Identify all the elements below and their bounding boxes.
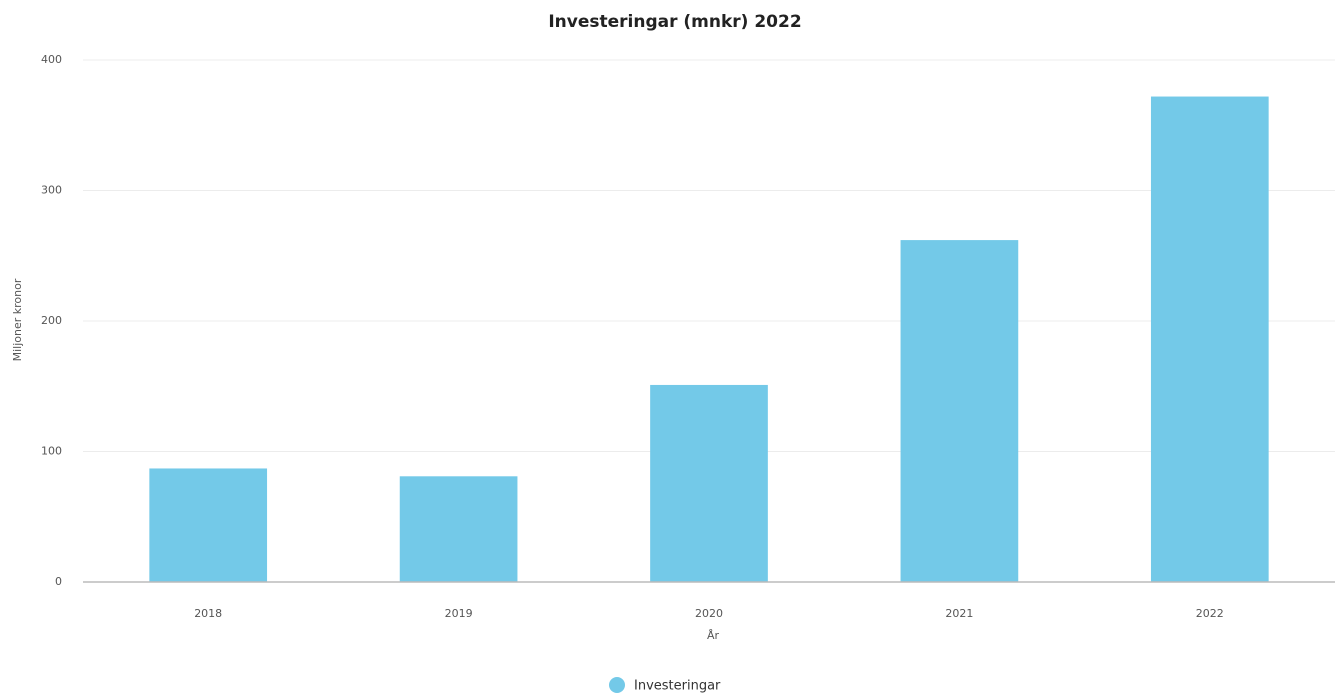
x-tick-label: 2022 xyxy=(1196,607,1224,620)
legend-label: Investeringar xyxy=(634,679,721,694)
bar xyxy=(1150,96,1269,582)
x-tick-label: 2021 xyxy=(945,607,973,620)
chart-title: Investeringar (mnkr) 2022 xyxy=(548,12,801,32)
bar xyxy=(650,384,768,582)
x-tick-label: 2019 xyxy=(445,607,473,620)
y-tick-label: 200 xyxy=(41,314,62,327)
y-tick-label: 400 xyxy=(41,53,62,66)
y-tick-label: 100 xyxy=(41,445,62,458)
legend-marker xyxy=(609,677,625,693)
y-axis-title: Miljoner kronor xyxy=(11,278,24,361)
x-tick-label: 2020 xyxy=(695,607,723,620)
bar xyxy=(149,468,268,582)
y-tick-label: 300 xyxy=(41,184,62,197)
bar xyxy=(900,240,1019,582)
bar xyxy=(399,476,518,582)
x-tick-label: 2018 xyxy=(194,607,222,620)
y-tick-label: 0 xyxy=(55,575,62,588)
x-axis-title: År xyxy=(707,629,720,642)
